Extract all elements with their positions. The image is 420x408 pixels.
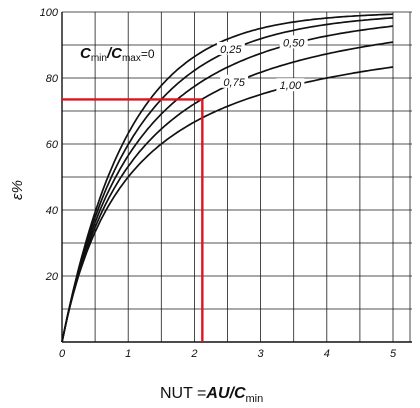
curve-label-bg [276,78,305,92]
legend-max-subscript: max [122,53,141,64]
x-tick-labels: 0 1 2 3 4 5 [59,348,397,360]
curve-label: 1,00 [280,80,302,92]
x-tick-label: 5 [390,348,397,360]
x-tick-label: 3 [258,348,265,360]
read-off-lines [62,98,204,342]
y-tick-label: 20 [45,271,59,283]
curve-label-bg [279,35,308,49]
y-axis-label: ε% [9,180,26,200]
y-tick-label: 40 [46,205,59,217]
x-tick-label: 2 [190,348,197,360]
curve-label-bg [216,41,245,55]
y-tick-label: 100 [40,7,59,19]
curve-cr-0-50 [61,25,394,343]
legend-min-subscript: min [91,53,107,64]
curve-labels: 0,25 0,50 0,75 1,00 [216,35,308,92]
curve-label: 0,50 [283,37,305,49]
ratio-legend-title: Cmin/Cmax=0 [80,45,155,64]
x-axis-label: NUT =AU/Cmin [160,385,263,405]
y-tick-label: 60 [46,139,59,151]
curve-label: 0,75 [223,77,245,89]
curve-cr-1-00 [61,66,394,343]
legend-equals-zero: =0 [141,47,155,61]
x-tick-label: 1 [125,348,131,360]
x-tick-label: 0 [59,348,66,360]
curve-cr-0 [61,13,394,343]
curve-label-bg [220,74,249,88]
y-tick-label: 80 [46,73,59,85]
curve-label: 0,25 [220,44,242,56]
legend-separator: /C [106,45,123,62]
legend-c-letter: C [80,45,92,62]
y-tick-labels: 20 40 60 80 100 [40,7,59,283]
x-tick-label: 4 [324,348,330,360]
